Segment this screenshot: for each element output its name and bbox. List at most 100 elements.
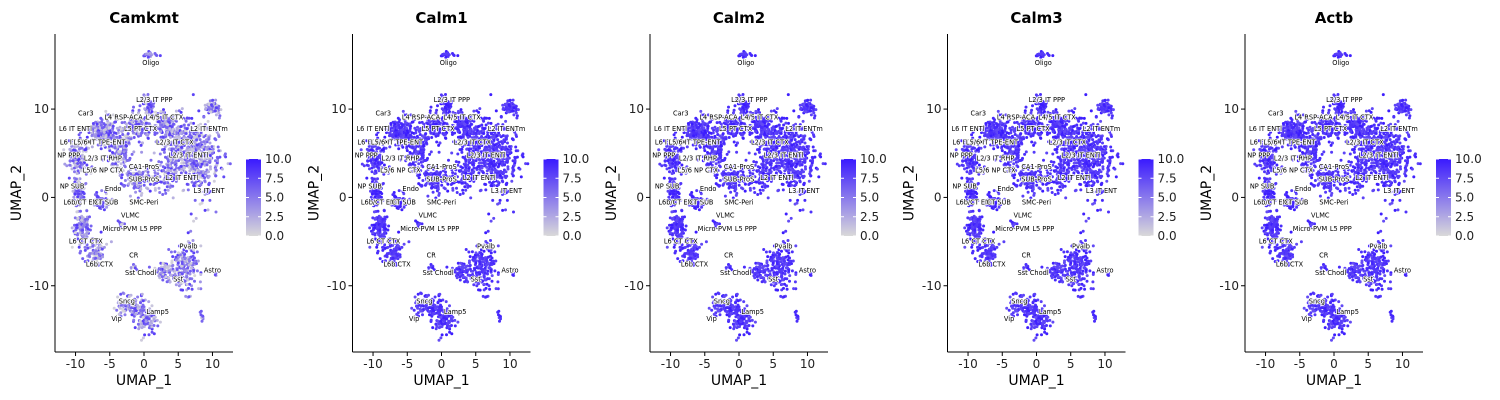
cell-point — [378, 228, 382, 232]
cell-point — [82, 166, 86, 170]
cell-point — [164, 133, 168, 137]
cluster-label: L2/3 IT PPP — [136, 96, 172, 104]
cell-point — [391, 134, 395, 138]
cluster-label: Car3 — [376, 109, 392, 117]
cluster-label: L3 IT ENT — [491, 187, 523, 195]
cell-point — [460, 124, 464, 128]
cell-point — [172, 122, 175, 126]
cell-point — [81, 257, 85, 261]
cell-point — [158, 54, 162, 58]
cell-point — [447, 325, 451, 329]
cell-point — [486, 269, 490, 273]
cell-point — [489, 170, 493, 174]
cell-point — [131, 171, 135, 175]
cell-point — [433, 295, 437, 299]
cell-point — [183, 166, 187, 170]
cell-point — [484, 188, 488, 192]
cell-point — [85, 135, 89, 139]
cell-point — [193, 274, 197, 278]
cell-point — [753, 54, 757, 58]
cell-point — [485, 116, 489, 120]
cell-point — [373, 233, 377, 237]
cell-point — [88, 252, 92, 256]
cell-point — [150, 304, 154, 308]
cell-point — [186, 271, 190, 275]
cluster-label: Astro — [501, 267, 518, 275]
cell-point — [382, 231, 386, 235]
x-tick-label: -10 — [66, 357, 86, 371]
cell-point — [417, 176, 421, 180]
cell-point — [159, 109, 163, 113]
cell-point — [521, 152, 525, 156]
cell-point — [68, 163, 72, 167]
cell-point — [87, 131, 91, 135]
cell-point — [158, 152, 162, 156]
cell-point — [494, 109, 498, 113]
cell-point — [435, 171, 439, 175]
cell-point — [153, 188, 157, 192]
cell-point — [385, 252, 389, 256]
cell-point — [183, 269, 187, 273]
cell-point — [483, 182, 487, 186]
cell-point — [206, 145, 210, 149]
cell-point — [376, 249, 380, 253]
cell-point — [81, 162, 85, 166]
cell-point — [198, 138, 202, 142]
colorbar-tick-label: 2.5 — [563, 210, 582, 224]
cell-point — [392, 249, 396, 253]
cell-point — [116, 167, 120, 171]
cell-point — [177, 251, 180, 255]
cell-point — [448, 304, 451, 308]
cluster-label: CA1-ProS — [426, 163, 456, 171]
cell-point — [132, 150, 136, 154]
cell-point — [144, 52, 148, 56]
cluster-label: L4/5 IT CTX — [146, 114, 184, 122]
cell-point — [177, 166, 181, 170]
cell-point — [72, 148, 76, 152]
cell-point — [100, 189, 104, 193]
cell-point — [146, 106, 150, 110]
cell-point — [207, 106, 211, 110]
cell-point — [121, 309, 125, 313]
cell-point — [122, 146, 126, 150]
cell-point — [437, 143, 441, 147]
cell-point — [73, 170, 76, 174]
cell-point — [429, 171, 433, 175]
cell-point — [167, 147, 171, 151]
cell-point — [502, 138, 506, 142]
cell-point — [89, 171, 93, 175]
cluster-label: L2/3 IT RHP — [84, 154, 122, 162]
cell-point — [493, 250, 497, 254]
cell-point — [455, 186, 458, 190]
cluster-label: Micro-PVM — [103, 225, 138, 233]
cluster-label: L6 IT ENTl — [59, 125, 92, 133]
cell-point — [472, 109, 476, 113]
cell-point — [510, 179, 514, 183]
cell-point — [401, 128, 405, 131]
cell-point — [167, 248, 171, 251]
cluster-label: L5/6 IT TPE-ENT — [371, 138, 424, 146]
cell-point — [474, 255, 478, 259]
cell-point — [164, 275, 168, 279]
cell-point — [450, 318, 453, 321]
cell-point — [90, 145, 94, 149]
cluster-label: L6b CTX — [383, 260, 411, 268]
cell-point — [497, 309, 501, 313]
cell-point — [174, 109, 178, 113]
cell-point — [115, 308, 119, 312]
cell-point — [224, 155, 228, 159]
cluster-label: L2/3 IT PPP — [434, 96, 470, 104]
cluster-label: L5/6 NP CTX — [83, 167, 124, 175]
cell-point — [204, 138, 208, 142]
cell-point — [111, 122, 115, 126]
cell-point — [78, 231, 82, 235]
cell-point — [220, 167, 224, 171]
cell-point — [431, 312, 435, 316]
x-tick-label: -10 — [363, 357, 383, 371]
cell-point — [468, 263, 472, 267]
cell-point — [492, 138, 496, 142]
cell-point — [491, 198, 495, 202]
cell-point — [372, 223, 376, 227]
cell-point — [199, 183, 203, 187]
cluster-label: L4 RSP-ACA — [402, 114, 441, 122]
